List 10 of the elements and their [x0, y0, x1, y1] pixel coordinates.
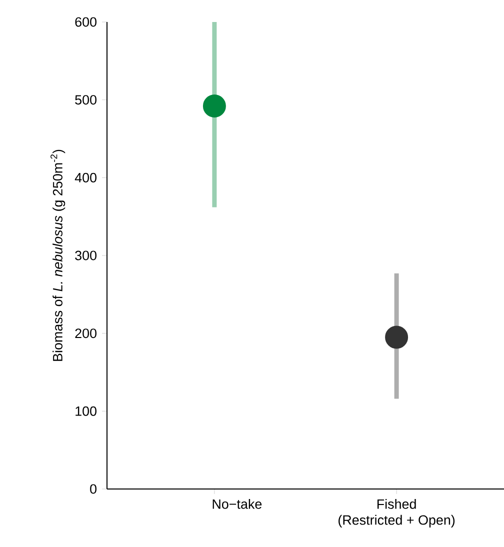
y-tick-label: 500: [75, 95, 96, 105]
y-tick-label: 0: [90, 484, 96, 494]
y-tick-label: 400: [74, 172, 96, 182]
y-tick-label: 100: [76, 406, 96, 416]
y-tick-label: 300: [75, 250, 96, 260]
y-tick-label: 600: [75, 17, 96, 27]
y-axis-title: Biomass of L. nebulosus (g 250m$^{-2}$): [50, 150, 66, 361]
x-tick-label: No−take: [212, 498, 262, 509]
y-tick-label: 200: [75, 328, 96, 338]
x-tick-label: Fished (Restricted + Open): [338, 498, 455, 528]
